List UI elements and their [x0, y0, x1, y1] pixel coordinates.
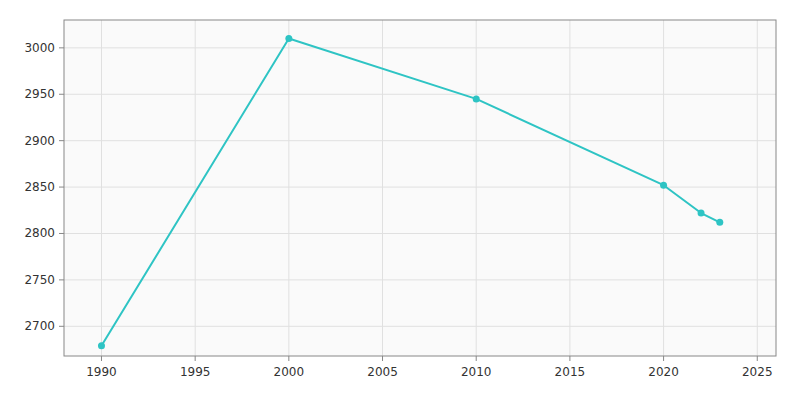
- grid-line-x: [101, 20, 102, 356]
- point: [716, 219, 723, 226]
- grid-line-x: [288, 20, 289, 356]
- y-tick-label: 2800: [24, 226, 55, 240]
- x-tick-label: 2010: [461, 365, 492, 379]
- grid-line-y: [64, 187, 776, 188]
- plot-background: [64, 20, 776, 356]
- x-tick-label: 2000: [274, 365, 305, 379]
- y-tick-label: 2900: [24, 134, 55, 148]
- x-tick-label: 2005: [367, 365, 398, 379]
- point: [473, 95, 480, 102]
- y-tick-label: 3000: [24, 41, 55, 55]
- x-tick-label: 2025: [742, 365, 773, 379]
- chart-container: 1990 1995 2000 2005 2010 2015 2020 2025 2700 2750…: [0, 0, 800, 400]
- y-tick: [59, 233, 64, 234]
- y-tick: [59, 187, 64, 188]
- y-tick: [59, 140, 64, 141]
- y-tick-label: 2700: [24, 319, 55, 333]
- line: [101, 39, 719, 346]
- grid-line-y: [64, 94, 776, 95]
- point: [285, 35, 292, 42]
- chart-svg: 1990 1995 2000 2005 2010 2015 2020 2025 2700 2750…: [0, 0, 800, 400]
- y-tick: [59, 326, 64, 327]
- y-tick-label: 2850: [24, 180, 55, 194]
- x-tick: [101, 356, 102, 361]
- grid-line-x: [195, 20, 196, 356]
- grid-line-x: [757, 20, 758, 356]
- plot-frame: [64, 20, 776, 356]
- x-tick-label: 1990: [86, 365, 117, 379]
- y-tick: [59, 279, 64, 280]
- x-tick-label: 1995: [180, 365, 211, 379]
- point: [98, 342, 105, 349]
- y-tick: [59, 47, 64, 48]
- x-tick: [195, 356, 196, 361]
- grid-line-y: [64, 47, 776, 48]
- axes: 1990 1995 2000 2005 2010 2015 2020 2025 2700 2750…: [24, 41, 772, 379]
- x-tick: [476, 356, 477, 361]
- y-tick-label: 2750: [24, 273, 55, 287]
- y-tick: [59, 94, 64, 95]
- x-tick: [288, 356, 289, 361]
- x-tick: [569, 356, 570, 361]
- x-tick-label: 2020: [648, 365, 679, 379]
- y-tick-label: 2950: [24, 87, 55, 101]
- grid-line-x: [476, 20, 477, 356]
- x-tick: [663, 356, 664, 361]
- grid-line-y: [64, 326, 776, 327]
- grid-line-y: [64, 279, 776, 280]
- grid: [64, 20, 776, 356]
- x-tick: [757, 356, 758, 361]
- x-tick: [382, 356, 383, 361]
- point: [698, 210, 705, 217]
- point: [660, 182, 667, 189]
- grid-line-x: [569, 20, 570, 356]
- grid-line-x: [382, 20, 383, 356]
- grid-line-y: [64, 140, 776, 141]
- x-tick-label: 2015: [555, 365, 586, 379]
- data-layer: [98, 35, 723, 349]
